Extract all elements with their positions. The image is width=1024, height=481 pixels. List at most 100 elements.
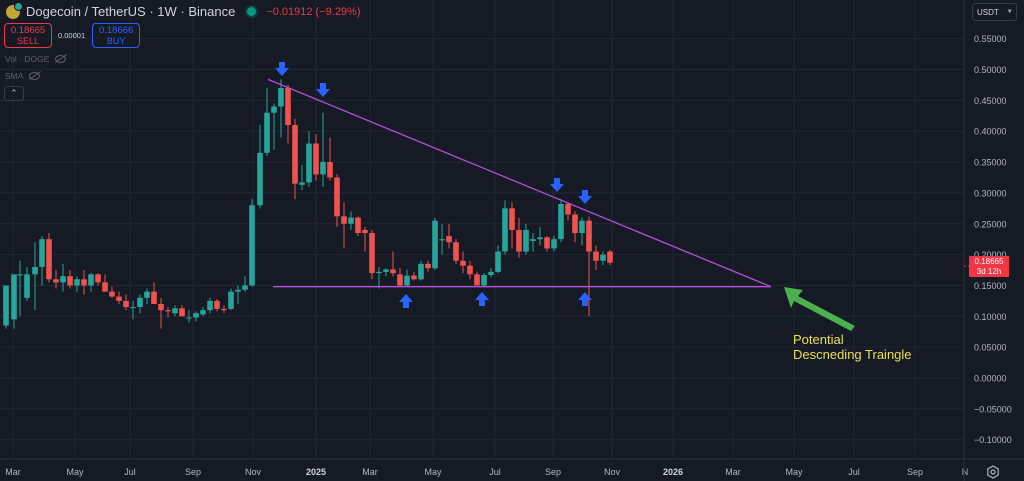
trendline-drawings[interactable] [267, 78, 855, 331]
eye-off-icon[interactable] [55, 55, 67, 63]
candle [607, 250, 613, 266]
candle [88, 273, 94, 292]
time-tick-label: May [785, 467, 803, 477]
candle [341, 202, 347, 249]
candle [193, 311, 199, 322]
candle [221, 305, 227, 314]
candle [249, 199, 255, 287]
candle [502, 200, 508, 255]
candle [242, 276, 248, 292]
candle [11, 274, 17, 329]
candle [572, 211, 578, 243]
candle [495, 245, 501, 274]
candle [172, 305, 178, 317]
time-tick-label: Mar [5, 467, 21, 477]
candle [544, 236, 550, 252]
price-tick-label: 0.00000 [974, 374, 1007, 384]
buy-button[interactable]: 0.18666 BUY [92, 23, 141, 48]
price-tick-label: 0.55000 [974, 34, 1007, 44]
time-tick-label: Jul [489, 467, 501, 477]
price-tick-label: −0.05000 [974, 404, 1012, 414]
candle [102, 274, 108, 292]
candle [186, 310, 192, 323]
candle [144, 288, 150, 304]
candle [81, 270, 87, 295]
time-tick-label: Sep [545, 467, 561, 477]
candle [299, 165, 305, 190]
candle [207, 297, 213, 314]
time-tick-label: Jul [848, 467, 860, 477]
price-tick-label: 0.35000 [974, 158, 1007, 168]
candle [418, 260, 424, 281]
candle [165, 307, 171, 318]
candle [411, 271, 417, 281]
candle [558, 199, 564, 243]
candle [257, 125, 263, 209]
price-tick-label: 0.10000 [974, 312, 1007, 322]
candle [327, 137, 333, 181]
currency-select[interactable]: USDT ▼ [972, 3, 1017, 21]
arrow-down-marker-icon [578, 190, 592, 204]
price-tick-label: 0.30000 [974, 188, 1007, 198]
collapse-legend-button[interactable]: ⌃ [4, 86, 24, 101]
candle [137, 294, 143, 314]
sell-button[interactable]: 0.18665 SELL [4, 23, 52, 48]
candle [397, 268, 403, 287]
last-price-value: 0.18665 [974, 257, 1004, 266]
eye-off-icon[interactable] [29, 72, 41, 80]
candle [369, 229, 375, 280]
candle [285, 84, 291, 144]
candle [292, 118, 298, 200]
candle [460, 251, 466, 274]
time-axis[interactable]: Mar May Jul Sep Nov 2025 Mar May Jul Sep Nov 2026 Ma… [5, 467, 968, 477]
candle [425, 260, 431, 272]
candle [453, 239, 459, 264]
time-tick-label: N [962, 467, 969, 477]
buy-price: 0.18666 [98, 24, 134, 36]
candle [390, 251, 396, 277]
candle [32, 242, 38, 311]
gear-icon[interactable] [986, 465, 1000, 479]
candle [579, 217, 585, 246]
candle [116, 291, 122, 304]
price-change: −0.01912 (−9.29%) [266, 5, 361, 18]
candle [158, 297, 164, 329]
sell-label: SELL [16, 35, 40, 46]
candle [53, 270, 59, 289]
candle [271, 103, 277, 150]
price-axis[interactable]: 0.55000 0.50000 0.45000 0.40000 0.35000 0.300… [974, 34, 1012, 445]
market-status-icon [247, 7, 257, 16]
candle [313, 134, 319, 181]
candle [509, 202, 515, 249]
candle [348, 211, 354, 230]
candle [432, 217, 438, 271]
indicator-sma-label: SMA [5, 71, 24, 81]
candle [362, 226, 368, 252]
chevron-down-icon: ▼ [1006, 9, 1013, 15]
time-tick-label: May [424, 467, 442, 477]
symbol-title[interactable]: Dogecoin / TetherUS · 1W · Binance [26, 4, 236, 19]
candle [179, 305, 185, 317]
candle [474, 271, 480, 286]
indicator-volume-label: Vol · DOGE [5, 54, 50, 64]
chart-annotation-text[interactable]: Potential Descneding Traingle [793, 332, 912, 362]
time-tick-label: Sep [185, 467, 201, 477]
candle [523, 223, 529, 255]
indicator-sma[interactable]: SMA [5, 71, 41, 81]
annotation-arrow-icon[interactable] [784, 287, 855, 331]
candle [17, 260, 23, 317]
arrow-up-marker-icon [475, 292, 489, 306]
indicator-volume[interactable]: Vol · DOGE [5, 54, 67, 64]
price-tick-label: 0.25000 [974, 219, 1007, 229]
price-tick-label: 0.50000 [974, 65, 1007, 75]
descending-resistance-line[interactable] [267, 78, 772, 288]
buy-label: BUY [106, 35, 126, 46]
time-tick-label: May [66, 467, 84, 477]
last-price-label: 0.18665 3d 12h [969, 256, 1009, 277]
chevron-up-icon: ⌃ [10, 88, 18, 98]
candle [488, 268, 494, 278]
annotation-line-2: Descneding Traingle [793, 346, 912, 362]
candle [264, 88, 270, 156]
